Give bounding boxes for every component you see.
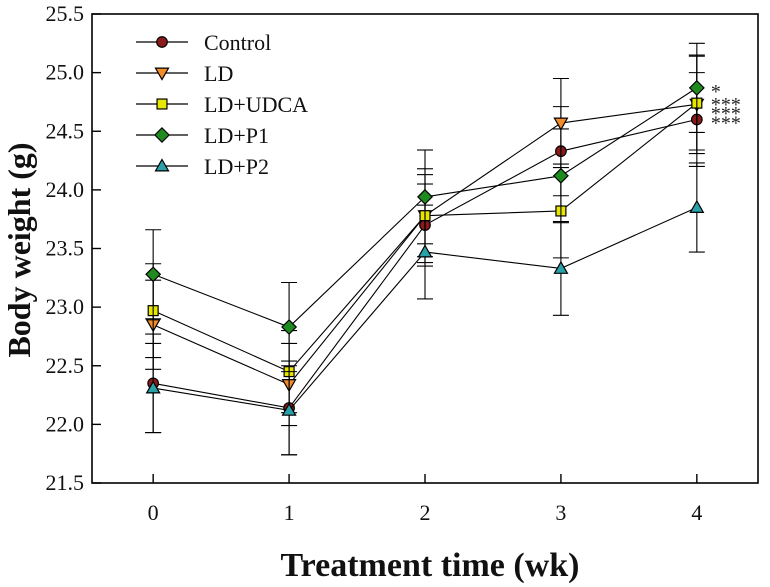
significance-label: ***	[711, 94, 741, 116]
x-tick-label: 3	[555, 500, 566, 525]
y-tick-label: 23.5	[46, 236, 85, 261]
y-tick-label: 23.0	[46, 294, 85, 319]
y-tick-label: 22.5	[46, 353, 85, 378]
data-point	[552, 167, 569, 184]
legend: Control LD LD+UDCA LD+P1 LD+P2	[136, 30, 308, 179]
legend-item: LD+P2	[136, 154, 269, 179]
significance-label: ***	[711, 113, 741, 135]
legend-label: LD+P1	[204, 123, 269, 148]
data-point	[417, 244, 433, 258]
data-point	[145, 266, 162, 283]
legend-item: LD+P1	[136, 123, 269, 148]
legend-label: LD+UDCA	[204, 92, 308, 117]
data-point	[553, 260, 569, 274]
x-tick-label: 2	[420, 500, 431, 525]
legend-label: Control	[204, 30, 271, 55]
x-tick-label: 1	[284, 500, 295, 525]
significance-label: *	[711, 81, 721, 103]
x-tick-label: 0	[148, 500, 159, 525]
data-point	[553, 117, 569, 131]
legend-marker	[154, 158, 170, 172]
legend-item: Control	[136, 30, 271, 55]
legend-marker	[156, 36, 168, 48]
data-point	[281, 402, 297, 416]
y-axis-title: Body weight (g)	[1, 142, 37, 357]
y-tick-label: 25.0	[46, 60, 85, 85]
data-point	[417, 188, 433, 205]
data-point	[145, 380, 161, 394]
legend-marker	[154, 127, 170, 143]
y-tick-label: 24.0	[46, 177, 85, 202]
significance-annotations: **********	[711, 81, 741, 135]
series-ld-p1	[145, 42, 705, 373]
legend-marker	[156, 98, 168, 110]
x-tick-label: 4	[691, 500, 702, 525]
series-layer	[145, 42, 705, 456]
legend-label: LD+P2	[204, 154, 269, 179]
legend-label: LD	[204, 61, 233, 86]
data-point	[688, 79, 705, 96]
y-tick-label: 21.5	[46, 470, 85, 495]
significance-label: ***	[711, 103, 741, 125]
data-point	[689, 199, 705, 213]
legend-marker	[154, 67, 170, 81]
x-axis-title: Treatment time (wk)	[281, 547, 580, 584]
y-tick-label: 25.5	[46, 1, 85, 26]
y-tick-label: 24.5	[46, 118, 85, 143]
axes: 21.5 22.0 22.5 23.0 23.5 24.0 24.5 25.0 25.5 0 1 2 3…	[46, 1, 759, 525]
y-tick-label: 22.0	[46, 411, 85, 436]
series-ld-p2	[145, 162, 705, 456]
legend-item: LD	[136, 61, 233, 86]
data-point	[281, 319, 298, 336]
legend-item: LD+UDCA	[136, 92, 308, 117]
